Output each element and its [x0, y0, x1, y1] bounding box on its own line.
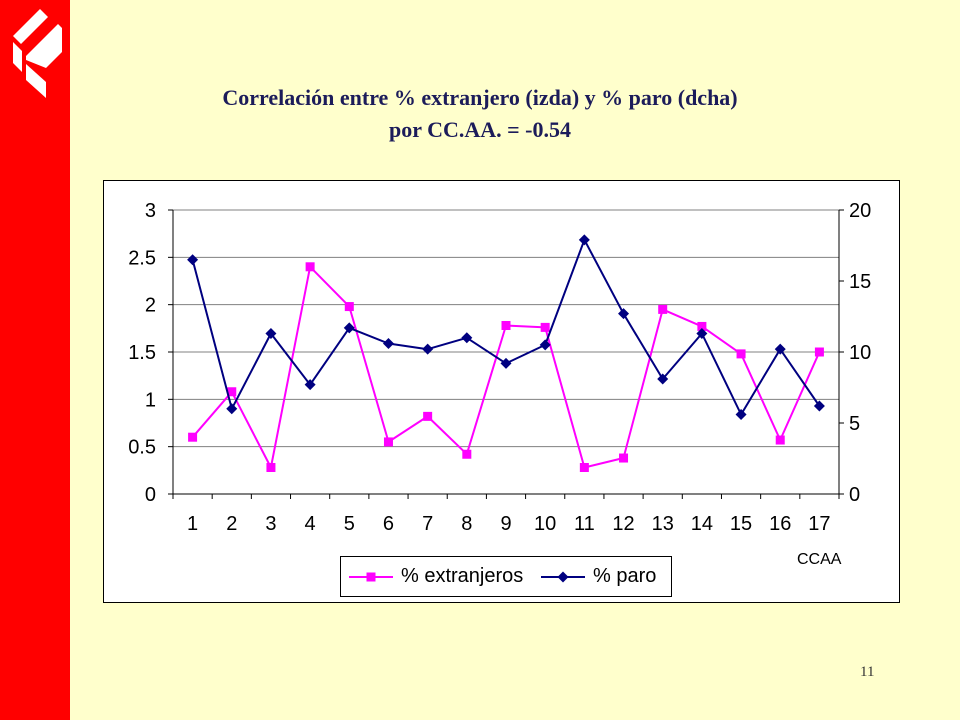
- legend-item-extranjeros: % extranjeros: [349, 557, 523, 596]
- marker-paro: [696, 328, 708, 340]
- marker-extranjeros: [579, 462, 589, 472]
- y-left-tick-label: 3: [145, 200, 156, 222]
- marker-extranjeros: [736, 349, 746, 359]
- x-tick-label: 5: [344, 513, 355, 535]
- marker-paro: [735, 408, 747, 420]
- slide-title: Correlación entre % extranjero (izda) y …: [70, 82, 890, 146]
- marker-extranjeros: [462, 449, 472, 459]
- y-left-tick-label: 2.5: [128, 247, 156, 269]
- chart-legend: % extranjeros % paro: [340, 556, 672, 597]
- legend-label-paro: % paro: [593, 565, 657, 587]
- marker-extranjeros: [305, 262, 315, 272]
- marker-extranjeros: [540, 322, 550, 332]
- company-logo-icon: [13, 9, 62, 98]
- sidebar-strip: [0, 0, 70, 720]
- marker-extranjeros: [188, 432, 198, 442]
- x-tick-label: 8: [461, 513, 472, 535]
- x-tick-label: 14: [691, 513, 713, 535]
- y-left-tick-label: 1.5: [128, 342, 156, 364]
- marker-extranjeros: [501, 320, 511, 330]
- x-tick-label: 15: [730, 513, 752, 535]
- x-tick-label: 2: [226, 513, 237, 535]
- marker-paro: [539, 339, 551, 351]
- marker-paro: [461, 332, 473, 344]
- x-tick-label: 4: [305, 513, 316, 535]
- marker-extranjeros: [775, 435, 785, 445]
- x-tick-label: 16: [769, 513, 791, 535]
- marker-extranjeros: [344, 302, 354, 312]
- marker-paro: [657, 373, 669, 385]
- marker-paro: [578, 234, 590, 246]
- y-right-tick-label: 5: [849, 413, 860, 435]
- marker-extranjeros: [814, 347, 824, 357]
- marker-paro: [500, 357, 512, 369]
- y-left-tick-label: 0: [145, 484, 156, 506]
- x-axis-label: CCAA: [797, 551, 842, 568]
- x-tick-label: 17: [808, 513, 830, 535]
- y-left-tick-label: 0.5: [128, 437, 156, 459]
- marker-extranjeros: [423, 411, 433, 421]
- x-tick-label: 12: [612, 513, 634, 535]
- y-right-tick-label: 0: [849, 484, 860, 506]
- x-tick-label: 6: [383, 513, 394, 535]
- x-tick-label: 9: [500, 513, 511, 535]
- marker-extranjeros: [697, 321, 707, 331]
- marker-paro: [343, 322, 355, 334]
- legend-label-extranjeros: % extranjeros: [401, 565, 524, 587]
- x-tick-label: 3: [265, 513, 276, 535]
- marker-extranjeros: [266, 462, 276, 472]
- title-line-2: por CC.AA. = -0.54: [388, 117, 571, 142]
- page-number: 11: [860, 664, 875, 680]
- marker-paro: [226, 403, 238, 415]
- marker-paro: [422, 343, 434, 355]
- marker-paro: [187, 254, 199, 266]
- marker-extranjeros: [658, 304, 668, 314]
- marker-extranjeros: [619, 453, 629, 463]
- x-tick-label: 13: [652, 513, 674, 535]
- y-right-tick-label: 10: [849, 342, 871, 364]
- marker-paro: [304, 379, 316, 391]
- marker-paro: [618, 308, 630, 320]
- y-right-tick-label: 15: [849, 271, 871, 293]
- title-line-1: Correlación entre % extranjero (izda) y …: [222, 85, 738, 110]
- marker-paro: [813, 400, 825, 412]
- legend-swatch-paro: [541, 571, 585, 582]
- y-left-tick-label: 1: [145, 389, 156, 411]
- x-tick-label: 11: [574, 513, 595, 535]
- marker-extranjeros: [383, 437, 393, 447]
- y-left-tick-label: 2: [145, 295, 156, 317]
- marker-extranjeros: [227, 387, 237, 397]
- legend-swatch-extranjeros: [349, 572, 393, 581]
- marker-paro: [774, 343, 786, 355]
- x-tick-label: 7: [422, 513, 433, 535]
- y-right-tick-label: 20: [849, 200, 871, 222]
- x-tick-label: 10: [534, 513, 556, 535]
- legend-item-paro: % paro: [541, 557, 656, 596]
- marker-paro: [382, 337, 394, 349]
- chart-frame: 0 0.5 1 1.5 2 2.5 3 0 5 10 15 20 1 2 3 4 5 6 7 8 9 10 11 12 13 14…: [103, 180, 900, 603]
- marker-paro: [265, 328, 277, 340]
- x-tick-label: 1: [187, 513, 198, 535]
